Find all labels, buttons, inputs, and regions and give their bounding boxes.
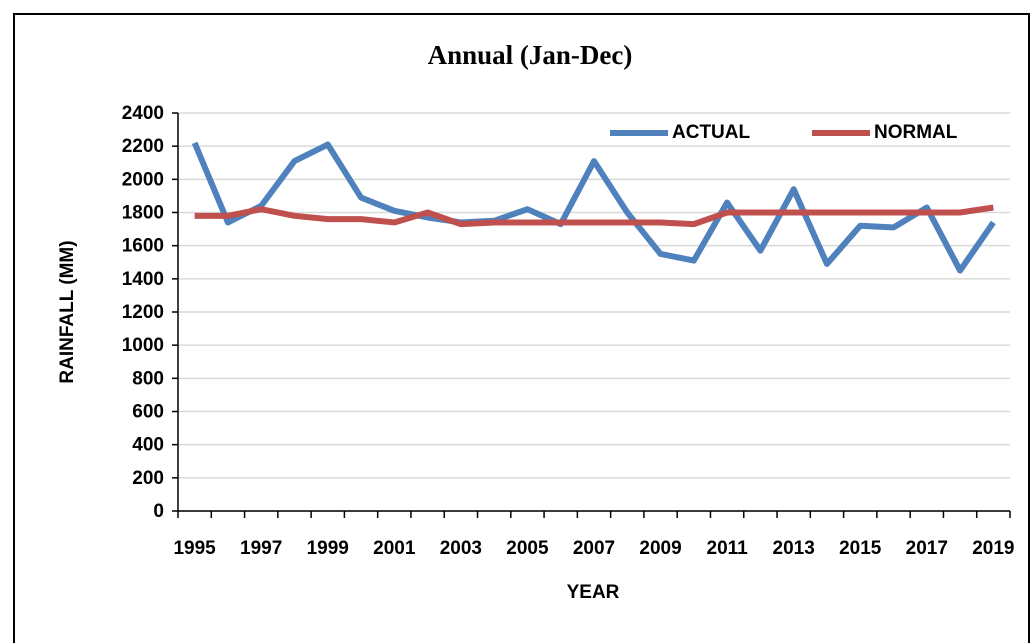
y-tick-label: 1000 xyxy=(122,335,164,356)
y-axis-label: RAINFALL (MM) xyxy=(57,240,78,383)
y-tick-label: 1200 xyxy=(122,302,164,323)
y-tick-label: 200 xyxy=(132,468,164,489)
x-tick-label: 1995 xyxy=(173,538,216,559)
chart-frame xyxy=(13,13,1030,643)
y-tick-label: 1800 xyxy=(122,203,164,224)
y-tick-label: 800 xyxy=(132,368,164,389)
y-tick-label: 2200 xyxy=(122,136,164,157)
chart-title: Annual (Jan-Dec) xyxy=(428,40,633,70)
legend-label: ACTUAL xyxy=(672,122,750,143)
y-tick-label: 1600 xyxy=(122,236,164,257)
x-tick-label: 2005 xyxy=(506,538,549,559)
y-tick-label: 600 xyxy=(132,402,164,423)
x-tick-label: 2019 xyxy=(972,538,1014,559)
x-tick-label: 2009 xyxy=(639,538,681,559)
y-tick-label: 2000 xyxy=(122,169,164,190)
series-line xyxy=(191,141,996,274)
x-tick-label: 2011 xyxy=(707,538,749,559)
x-tick-label: 2015 xyxy=(839,538,882,559)
y-tick-label: 1400 xyxy=(122,269,164,290)
x-tick-label: 2017 xyxy=(906,538,948,559)
y-tick-label: 0 xyxy=(153,501,164,522)
series-line xyxy=(194,204,994,228)
x-tick-label: 2001 xyxy=(373,538,416,559)
x-tick-label: 2013 xyxy=(773,538,815,559)
x-tick-label: 2003 xyxy=(440,538,482,559)
legend-label: NORMAL xyxy=(874,122,958,143)
y-tick-label: 400 xyxy=(132,435,164,456)
x-tick-label: 1997 xyxy=(240,538,282,559)
x-axis-label: YEAR xyxy=(567,582,620,603)
x-tick-label: 2007 xyxy=(573,538,615,559)
y-tick-label: 2400 xyxy=(122,103,164,124)
x-tick-label: 1999 xyxy=(307,538,349,559)
